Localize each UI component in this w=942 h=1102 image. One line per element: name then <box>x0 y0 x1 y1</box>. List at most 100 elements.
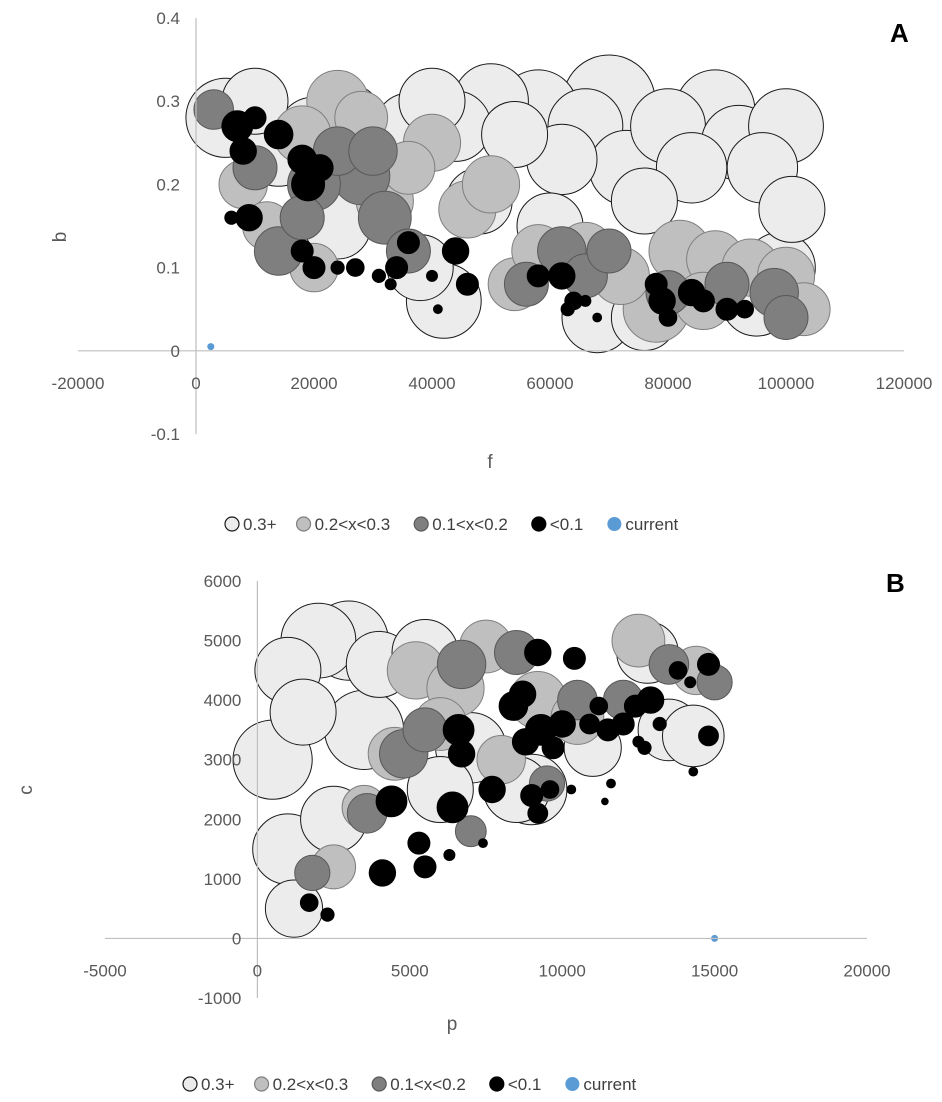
panel-b-bubble--0-1-0 <box>375 785 408 818</box>
panel-b-legend-label: 0.2<x<0.3 <box>273 1075 349 1094</box>
panel-a-bubble--0-1-20 <box>715 297 739 321</box>
panel-a-bubble-0-1-x-0-2-10 <box>279 195 325 241</box>
panel-a-x-tick-label: 40000 <box>408 374 455 393</box>
panel-a-y-tick-label: 0.3 <box>156 92 180 111</box>
panel-b-plot-area <box>232 600 733 942</box>
panel-b-legend-marker <box>253 1076 270 1092</box>
panel-a-bubble--0-1-19 <box>691 289 715 313</box>
panel-a-legend-label: 0.3+ <box>243 515 277 534</box>
panel-b-bubble--0-1-13 <box>407 831 431 855</box>
panel-b-legend-label: current <box>583 1075 636 1094</box>
panel-b-axes: -5000 0 5000 10000 15000 20000 -1000 0 1000 2000 3… <box>83 572 890 1008</box>
panel-a-y-tick-label: 0.4 <box>156 9 180 28</box>
panel-a-bubble--0-1-15 <box>396 231 420 255</box>
panel-a-bubble--0-1-2 <box>263 119 294 150</box>
panel-b-legend-marker <box>182 1076 198 1092</box>
panel-b-bubble--0-1-37 <box>688 766 699 777</box>
panel-a-x-axis-title: f <box>487 452 493 473</box>
panel-a-bubble--0-1-32 <box>433 304 443 315</box>
panel-b-label: B <box>886 568 905 598</box>
panel-b-x-tick-label: 10000 <box>539 961 586 980</box>
panel-a-y-axis-title: b <box>50 232 71 243</box>
panel-a-x-tick-label: 100000 <box>758 374 815 393</box>
panel-a-axes: -20000 0 20000 40000 60000 80000 100000 120000 -… <box>52 9 933 444</box>
panel-b-bubble--0-1-25 <box>299 893 319 913</box>
panel-a-legend-marker <box>607 517 622 531</box>
panel-b-legend: 0.3+ 0.2<x<0.3 0.1<x<0.2 <0.1 current <box>182 1075 637 1094</box>
panel-a-x-tick-label: -20000 <box>52 374 105 393</box>
panel-b-bubble--0-1-8 <box>508 680 537 708</box>
panel-a-bubble--0-1-31 <box>579 294 592 307</box>
panel-a-bubble-0-3--26 <box>610 167 678 235</box>
panel-a-bubble--0-1-25 <box>224 210 239 225</box>
panel-b-bubble--0-1-21 <box>697 652 720 676</box>
panel-b-legend-label: 0.3+ <box>201 1075 235 1094</box>
panel-a-legend-label: <0.1 <box>550 515 584 534</box>
panel-b-bubble--0-1-6 <box>447 740 476 768</box>
panel-a-x-tick-label: 120000 <box>876 374 933 393</box>
panel-a-plot-area <box>185 54 831 354</box>
panel-b-bubble--0-1-16 <box>541 736 565 760</box>
panel-a-bubble--0-1-16 <box>455 272 479 296</box>
panel-a: A -20000 0 20000 40000 60000 80000 100000 12000… <box>50 9 932 534</box>
panel-b-bubble--0-1-36 <box>566 784 577 795</box>
panel-a-bubble--0-1-23 <box>658 308 678 327</box>
panel-a-bubble--0-1-11 <box>243 106 267 130</box>
panel-b-bubble--0-1-28 <box>668 661 688 680</box>
panel-a-x-tick-label: 60000 <box>526 374 573 393</box>
panel-b-x-tick-label: 5000 <box>391 961 429 980</box>
panel-a-bubble--0-1-33 <box>592 312 603 323</box>
panel-a-bubble--0-1-18 <box>644 272 668 296</box>
panel-a-bubble--0-1-30 <box>426 269 438 282</box>
panel-a-bubble-0-1-x-0-2-15 <box>763 295 809 340</box>
panel-a-bubble--0-1-12 <box>290 239 314 263</box>
panel-b-bubble-0-3--13 <box>269 678 337 746</box>
panel-a-bubble--0-1-7 <box>441 237 470 265</box>
panel-b-bubble--0-1-1 <box>436 791 469 824</box>
panel-b-legend-label: 0.1<x<0.2 <box>390 1075 466 1094</box>
panel-b-y-tick-label: 4000 <box>204 691 242 710</box>
panel-b-bubble-0-1-x-0-2-8 <box>294 854 331 892</box>
panel-b-bubble--0-1-17 <box>562 646 586 670</box>
panel-b-bubble--0-1-7 <box>478 775 506 804</box>
panel-b-bubble--0-1-27 <box>589 696 609 716</box>
panel-a-bubble--0-1-27 <box>371 268 386 283</box>
panel-a-bubble-0-2-x-0-3-7 <box>461 155 521 214</box>
panel-b-y-tick-label: 1000 <box>204 870 242 889</box>
panel-b-bubble--0-1-35 <box>478 838 488 848</box>
panel-a-bubble--0-1-21 <box>346 258 365 277</box>
panel-a-bubble--0-1-24 <box>735 299 755 319</box>
panel-b-bubble--0-1-5 <box>368 859 397 887</box>
panel-a-legend-label: current <box>625 515 678 534</box>
panel-b-y-tick-label: 3000 <box>204 751 242 770</box>
panel-a-bubble--0-1-28 <box>560 302 575 317</box>
panel-a-y-tick-label: 0.1 <box>156 259 180 278</box>
panel-a-legend-marker <box>295 516 312 532</box>
panel-b-bubble--0-1-33 <box>632 735 645 748</box>
panel-a-x-tick-label: 80000 <box>644 374 691 393</box>
panel-a-legend-marker <box>531 516 547 532</box>
panel-b-bubble--0-1-26 <box>540 780 560 799</box>
panel-a-bubble-0-3--27 <box>758 175 826 243</box>
panel-a-legend-label: 0.1<x<0.2 <box>432 515 508 534</box>
panel-b-bubble--0-1-22 <box>527 802 549 824</box>
panel-a-bubble-0-1-x-0-2-13 <box>586 228 632 274</box>
panel-b-bubble--0-1-31 <box>652 716 667 732</box>
panel-a-bubble--0-1-29 <box>384 278 397 291</box>
panel-a-legend-label: 0.2<x<0.3 <box>315 515 391 534</box>
panel-a-label: A <box>890 18 909 48</box>
panel-b-y-tick-label: -1000 <box>198 989 241 1008</box>
panel-a-legend: 0.3+ 0.2<x<0.3 0.1<x<0.2 <0.1 current <box>224 515 679 534</box>
panel-b-bubble--0-1-34 <box>684 676 697 689</box>
panel-a-y-tick-label: -0.1 <box>151 425 180 444</box>
panel-b-x-tick-label: 0 <box>253 961 262 980</box>
panel-a-bubble--0-1-26 <box>330 260 345 275</box>
panel-b-y-tick-label: 5000 <box>204 632 242 651</box>
panel-b-x-axis-title: p <box>447 1014 458 1035</box>
panel-a-bubble--0-1-17 <box>526 264 550 288</box>
panel-b-bubble--0-1-39 <box>601 797 609 806</box>
panel-b-bubble-0-1-x-0-2-2 <box>402 707 448 753</box>
panel-b-legend-marker <box>565 1077 580 1091</box>
panel-b-bubble--0-1-24 <box>698 725 719 747</box>
